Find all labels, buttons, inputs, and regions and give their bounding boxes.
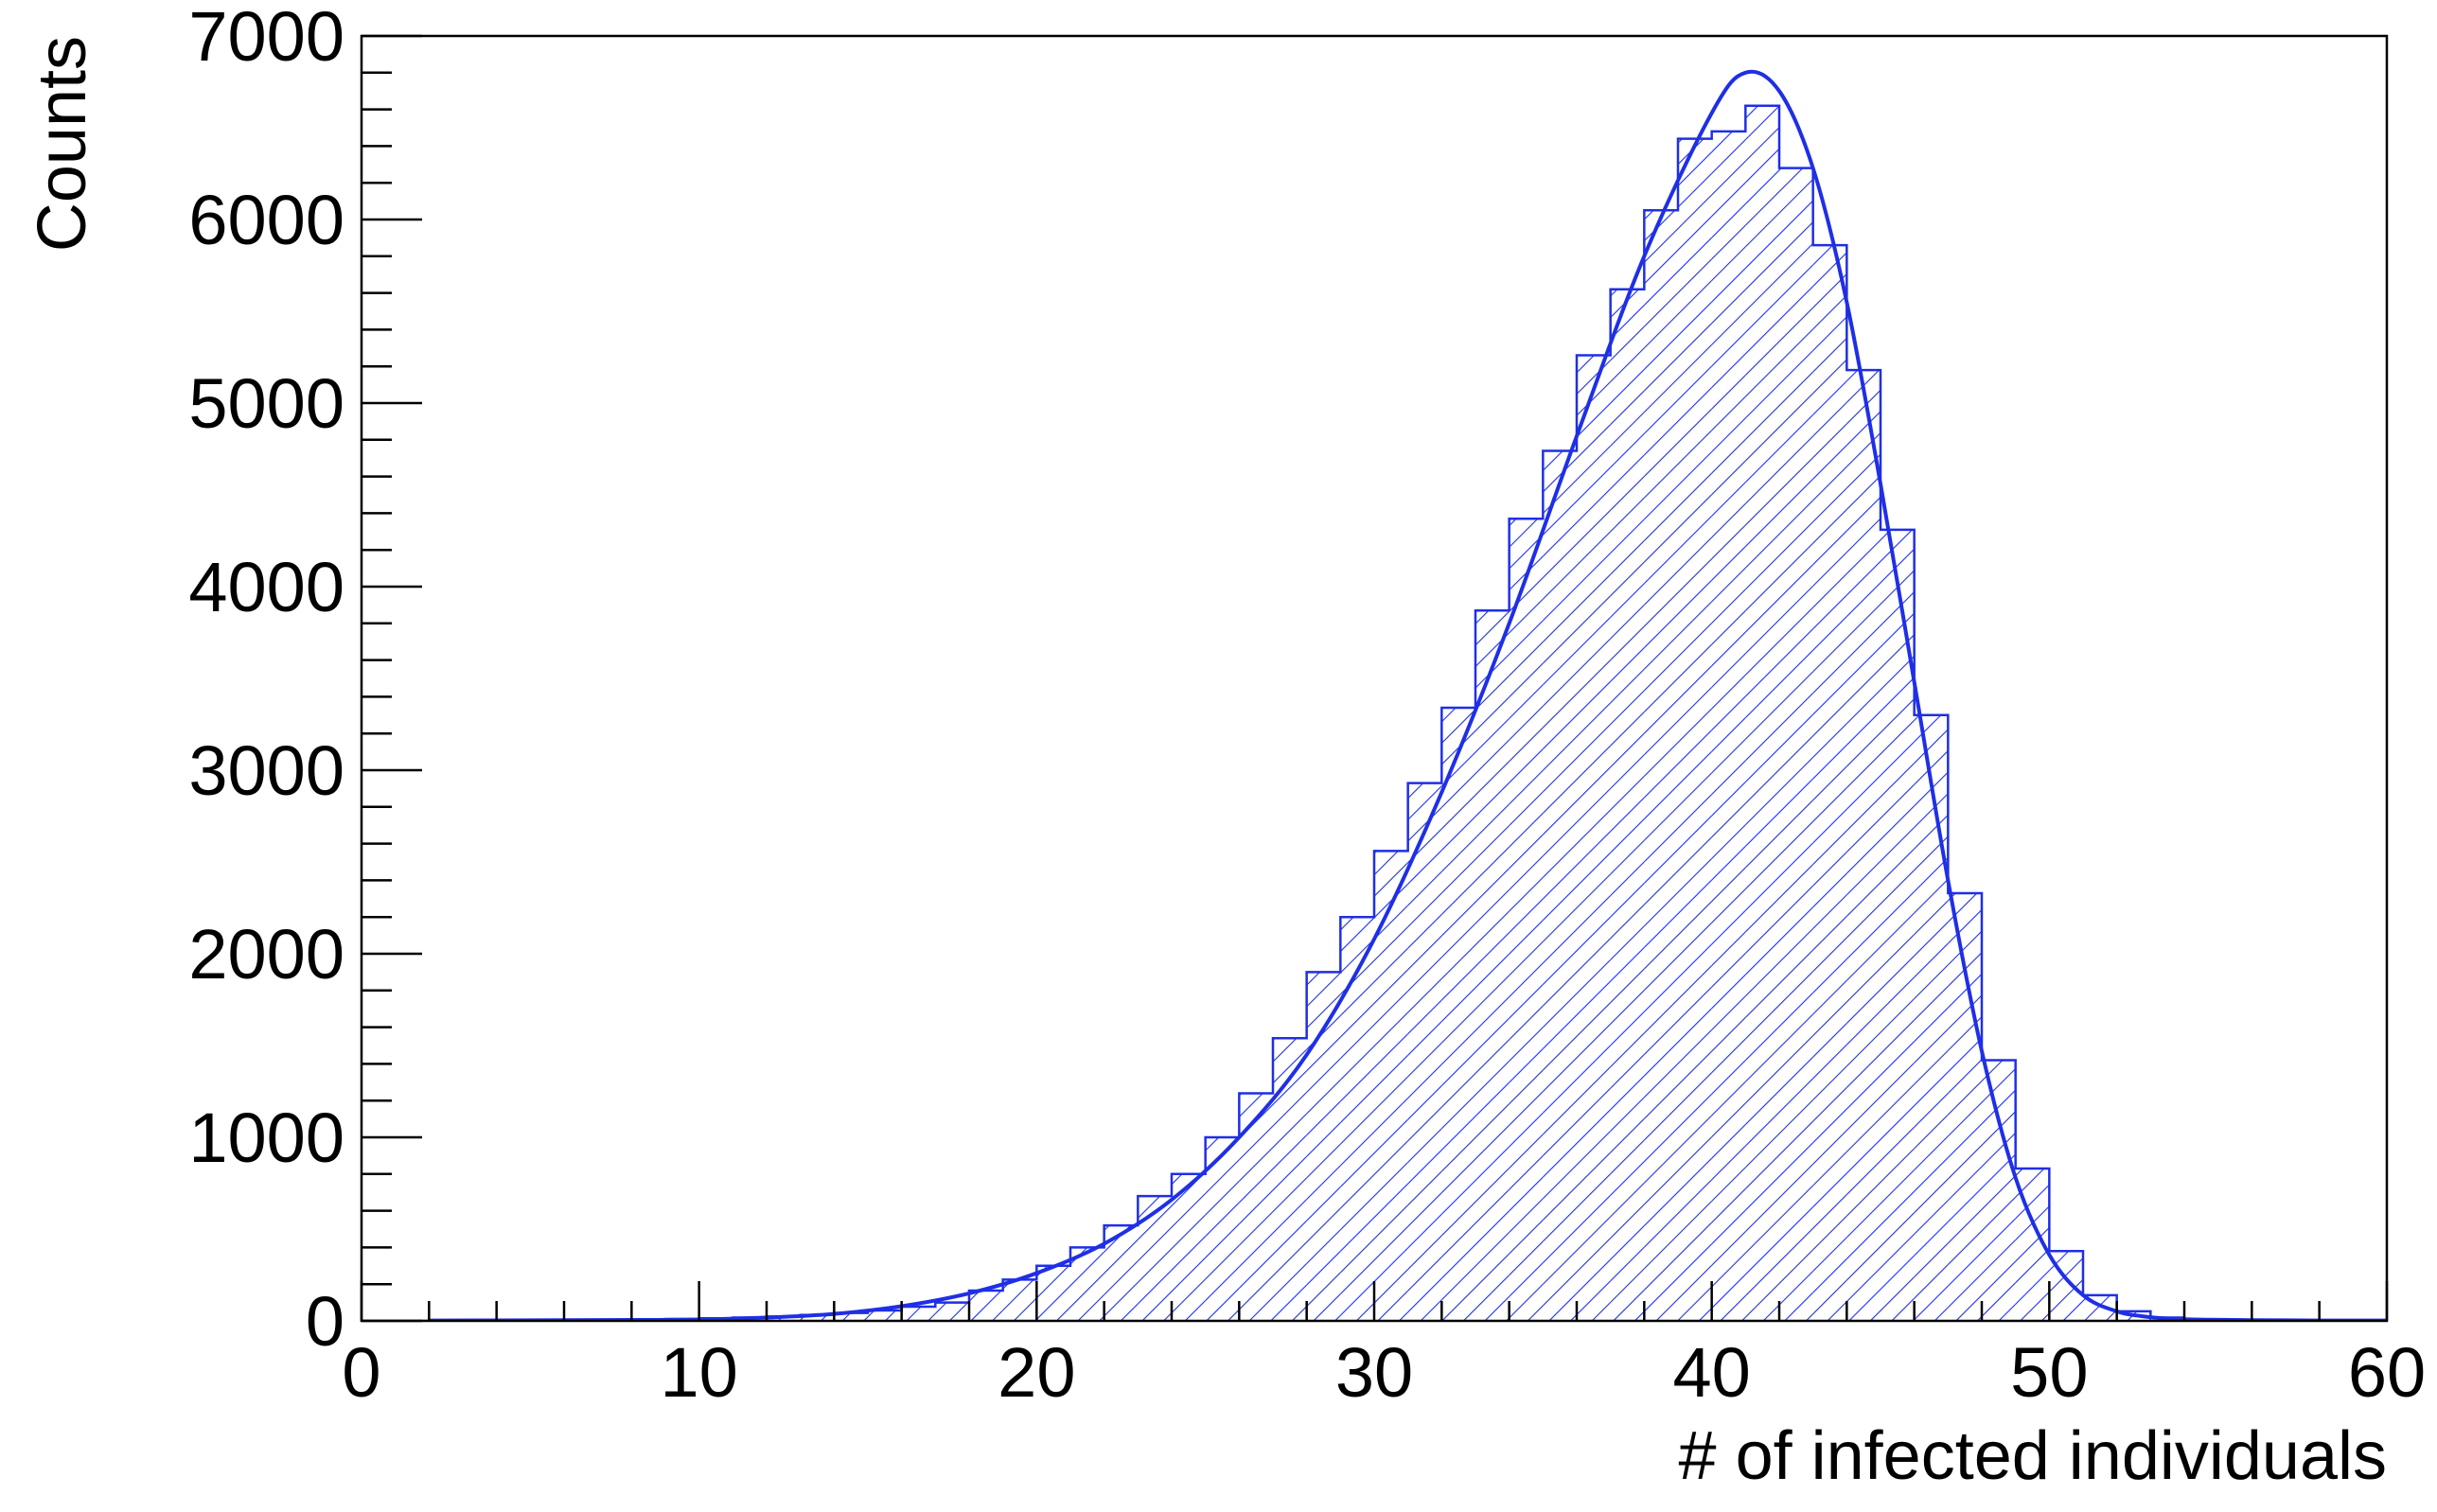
histogram-bar (1036, 1265, 1070, 1321)
histogram-bar (1340, 917, 1374, 1321)
histogram-bar (1577, 355, 1611, 1321)
x-tick-label: 0 (342, 1333, 380, 1412)
histogram-bars (362, 104, 2387, 1321)
tick-labels: 0 10 20 30 40 50 60 0 1000 2000 3000 4000 5000 6000 70… (188, 0, 2426, 1412)
histogram-bar (1711, 131, 1746, 1321)
fit-curve-line (429, 69, 2387, 1321)
histogram-bar (1441, 708, 1475, 1321)
histogram-bar (834, 1312, 868, 1321)
axis-ticks (360, 34, 2389, 1323)
histogram-bar (1002, 1279, 1037, 1321)
x-tick-label: 50 (2010, 1333, 2088, 1412)
histogram-bar (1070, 1247, 1104, 1321)
histogram-bar (1846, 370, 1881, 1321)
histogram-bar (969, 1290, 1003, 1321)
x-tick-label: 10 (661, 1333, 738, 1412)
x-axis-title: # of infected individuals (1679, 1418, 2387, 1494)
histogram-bar (1407, 782, 1442, 1321)
x-tick-label: 20 (998, 1333, 1075, 1412)
histogram-bar (1273, 1038, 1307, 1321)
y-tick-label: 5000 (188, 364, 344, 443)
histogram-bar (1982, 1060, 2016, 1321)
histogram-bar (1543, 450, 1577, 1321)
histogram-bar (1610, 289, 1645, 1321)
y-tick-label: 7000 (188, 0, 344, 76)
histogram-bar (1239, 1093, 1273, 1321)
histogram-bar (868, 1310, 902, 1321)
histogram-bar (800, 1314, 835, 1321)
y-tick-label: 2000 (188, 915, 344, 993)
x-tick-label: 30 (1335, 1333, 1413, 1412)
histogram-bar (1678, 138, 1712, 1321)
y-axis-title: Counts (25, 36, 100, 252)
y-tick-label: 1000 (188, 1099, 344, 1177)
histogram-bar (1138, 1196, 1172, 1321)
y-tick-label: 6000 (188, 181, 344, 259)
histogram-bar (1745, 105, 1779, 1321)
y-tick-label: 0 (306, 1282, 344, 1361)
y-tick-label: 3000 (188, 731, 344, 810)
histogram-bar (901, 1307, 936, 1321)
histogram-bar (1374, 851, 1408, 1321)
histogram-bar (1172, 1173, 1206, 1321)
histogram-bar (1881, 529, 1915, 1321)
histogram-bar (1948, 892, 1982, 1321)
x-tick-label: 40 (1673, 1333, 1751, 1412)
x-tick-label: 60 (2348, 1333, 2426, 1412)
histogram-bar (1812, 245, 1847, 1321)
y-tick-label: 4000 (188, 548, 344, 626)
histogram-bar (935, 1302, 969, 1321)
histogram-bar (1914, 714, 1949, 1321)
histogram-bar (1306, 972, 1341, 1321)
histogram-bar (1644, 210, 1678, 1321)
histogram-bar (1509, 519, 1544, 1321)
fit-curve-group (429, 69, 2387, 1321)
histogram-bar (1779, 167, 1813, 1321)
histogram-bar (1475, 610, 1510, 1321)
